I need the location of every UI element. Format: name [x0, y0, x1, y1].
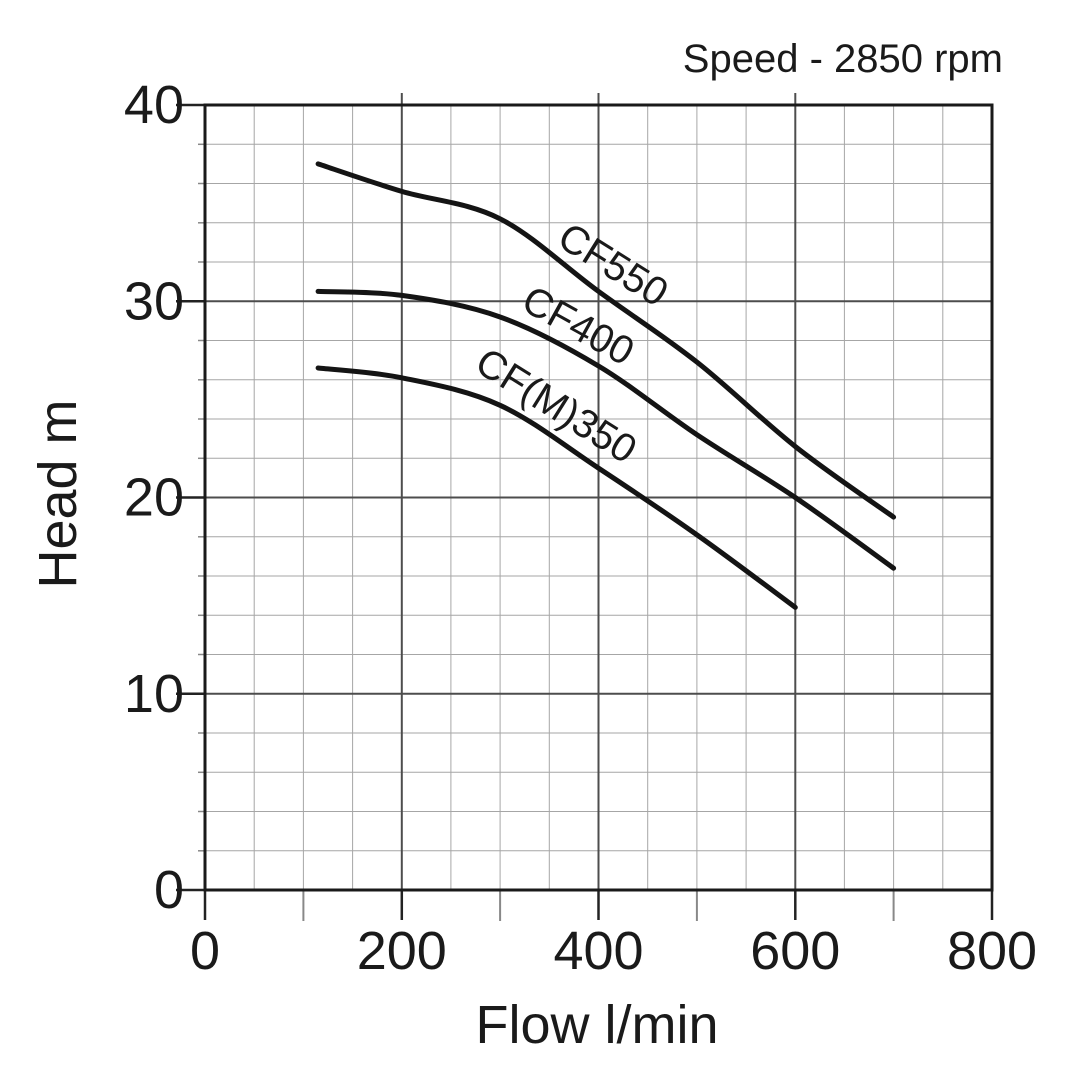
x-axis-title: Flow l/min: [475, 995, 718, 1055]
pump-curve-cf550: [315, 161, 897, 520]
x-tick-label: 200: [357, 921, 447, 981]
x-tick-label: 400: [553, 921, 643, 981]
y-tick-label: 10: [124, 664, 184, 724]
x-tick-label: 0: [190, 921, 220, 981]
y-tick-label: 20: [124, 468, 184, 528]
plot-border: [203, 103, 994, 892]
pump-curves: [315, 161, 897, 610]
grid-major-lines: [205, 93, 992, 890]
speed-annotation: Speed - 2850 rpm: [683, 37, 1003, 81]
y-tick-label: 30: [124, 271, 184, 331]
pump-curve-cf400: [315, 288, 897, 571]
tick-labels: 0 200 400 600 800 40 30 20 10 0: [124, 75, 1037, 981]
y-tick-label: 0: [154, 860, 184, 920]
x-tick-label: 600: [750, 921, 840, 981]
y-tick-label: 40: [124, 75, 184, 135]
pump-curve-cfm350: [315, 365, 798, 610]
y-axis-title: Head m: [28, 399, 88, 588]
x-tick-label: 800: [947, 921, 1037, 981]
axis-ticks: [176, 103, 994, 921]
